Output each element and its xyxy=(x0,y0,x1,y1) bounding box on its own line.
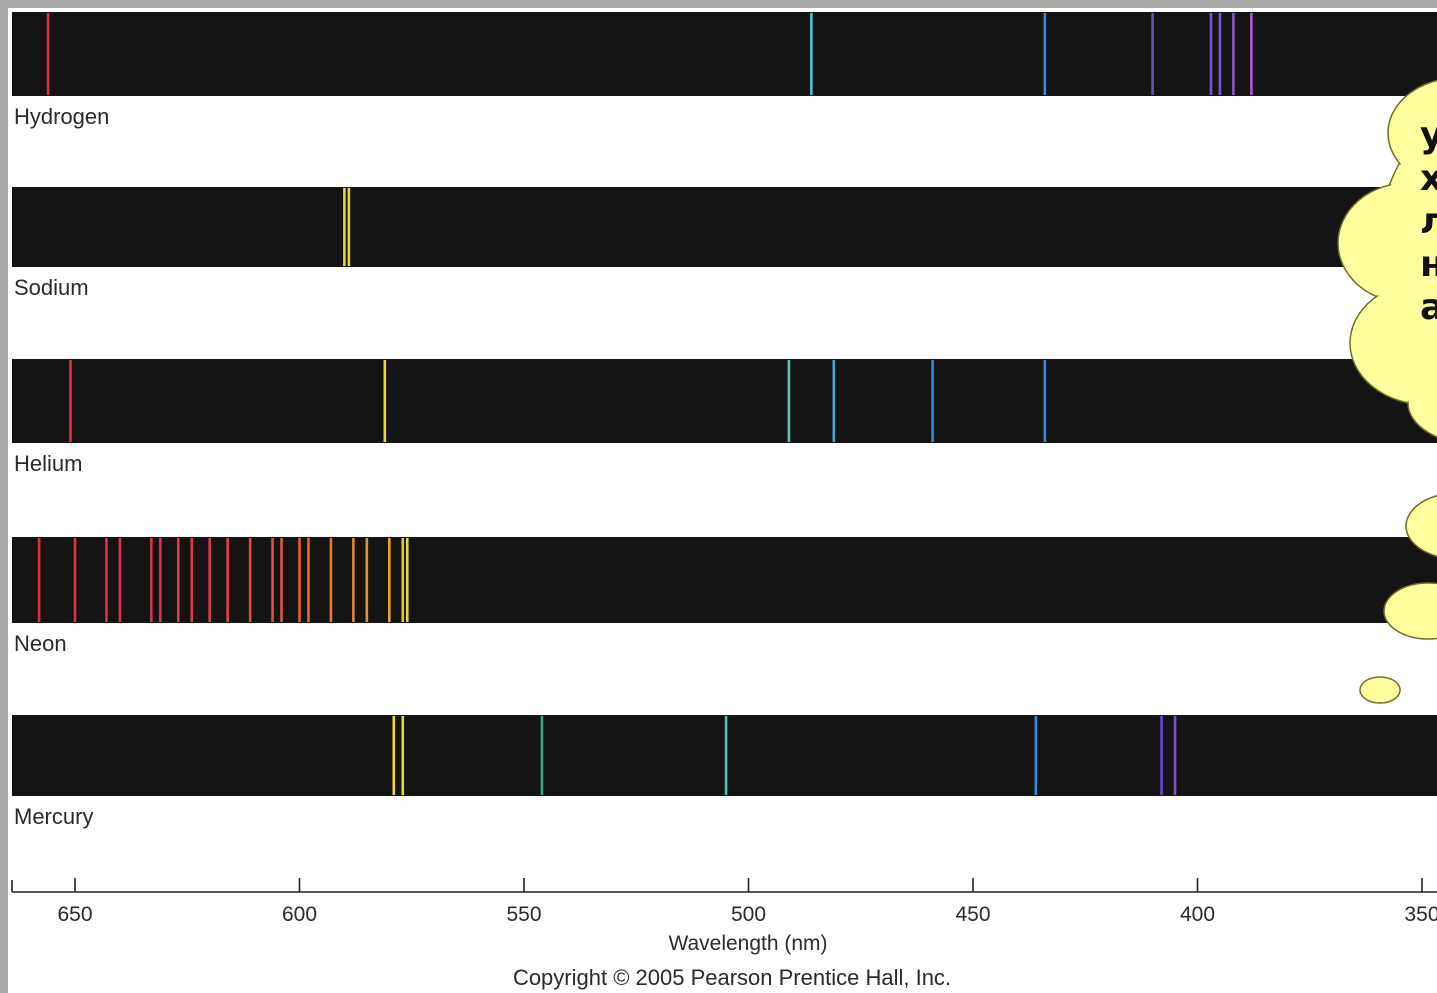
spectrum-strip-helium xyxy=(12,359,1437,443)
x-tick-label: 600 xyxy=(282,903,317,926)
spectrum-strip-sodium xyxy=(12,187,1437,267)
series-label-mercury: Mercury xyxy=(14,804,93,829)
bubble-fill xyxy=(1351,282,1437,404)
callout-text: у х л н а xyxy=(1420,115,1437,328)
x-tick-label: 450 xyxy=(955,903,990,926)
series-label-neon: Neon xyxy=(14,631,67,656)
x-axis-title: Wavelength (nm) xyxy=(668,932,827,955)
x-tick-label: 400 xyxy=(1180,903,1215,926)
spectrum-strip-mercury xyxy=(12,715,1437,796)
spectrum-figure: Hydrogen Sodium Helium Neon Mercury 650 600 55… xyxy=(8,8,1437,993)
spectrum-strip-hydrogen xyxy=(12,12,1437,96)
bubble-fill xyxy=(1409,370,1437,436)
spectrum-strip-neon xyxy=(12,537,1437,623)
x-tick-label: 550 xyxy=(506,903,541,926)
series-label-helium: Helium xyxy=(14,451,82,476)
x-tick-label: 350 xyxy=(1404,903,1437,926)
spectrum-mercury: Mercury xyxy=(12,715,1437,829)
spectrum-hydrogen: Hydrogen xyxy=(12,12,1437,129)
bubble-dot-medium xyxy=(1383,582,1437,640)
spectrum-neon: Neon xyxy=(12,537,1437,656)
copyright-note: Copyright © 2005 Pearson Prentice Hall, … xyxy=(513,965,951,990)
bubble-dot-large xyxy=(1405,495,1437,557)
x-tick-label: 500 xyxy=(731,903,766,926)
spectrum-helium: Helium xyxy=(12,359,1437,476)
spectra-chart: Hydrogen Sodium Helium Neon Mercury 650 600 55… xyxy=(11,12,1437,990)
bubble-dot-small xyxy=(1359,676,1401,704)
x-tick-label: 650 xyxy=(57,903,92,926)
spectrum-sodium: Sodium xyxy=(12,187,1437,300)
series-label-hydrogen: Hydrogen xyxy=(14,104,109,129)
thought-bubble-callout xyxy=(1337,79,1437,704)
series-label-sodium: Sodium xyxy=(14,275,89,300)
bubble-fill xyxy=(1389,82,1437,184)
bubble-fill xyxy=(1339,184,1437,302)
